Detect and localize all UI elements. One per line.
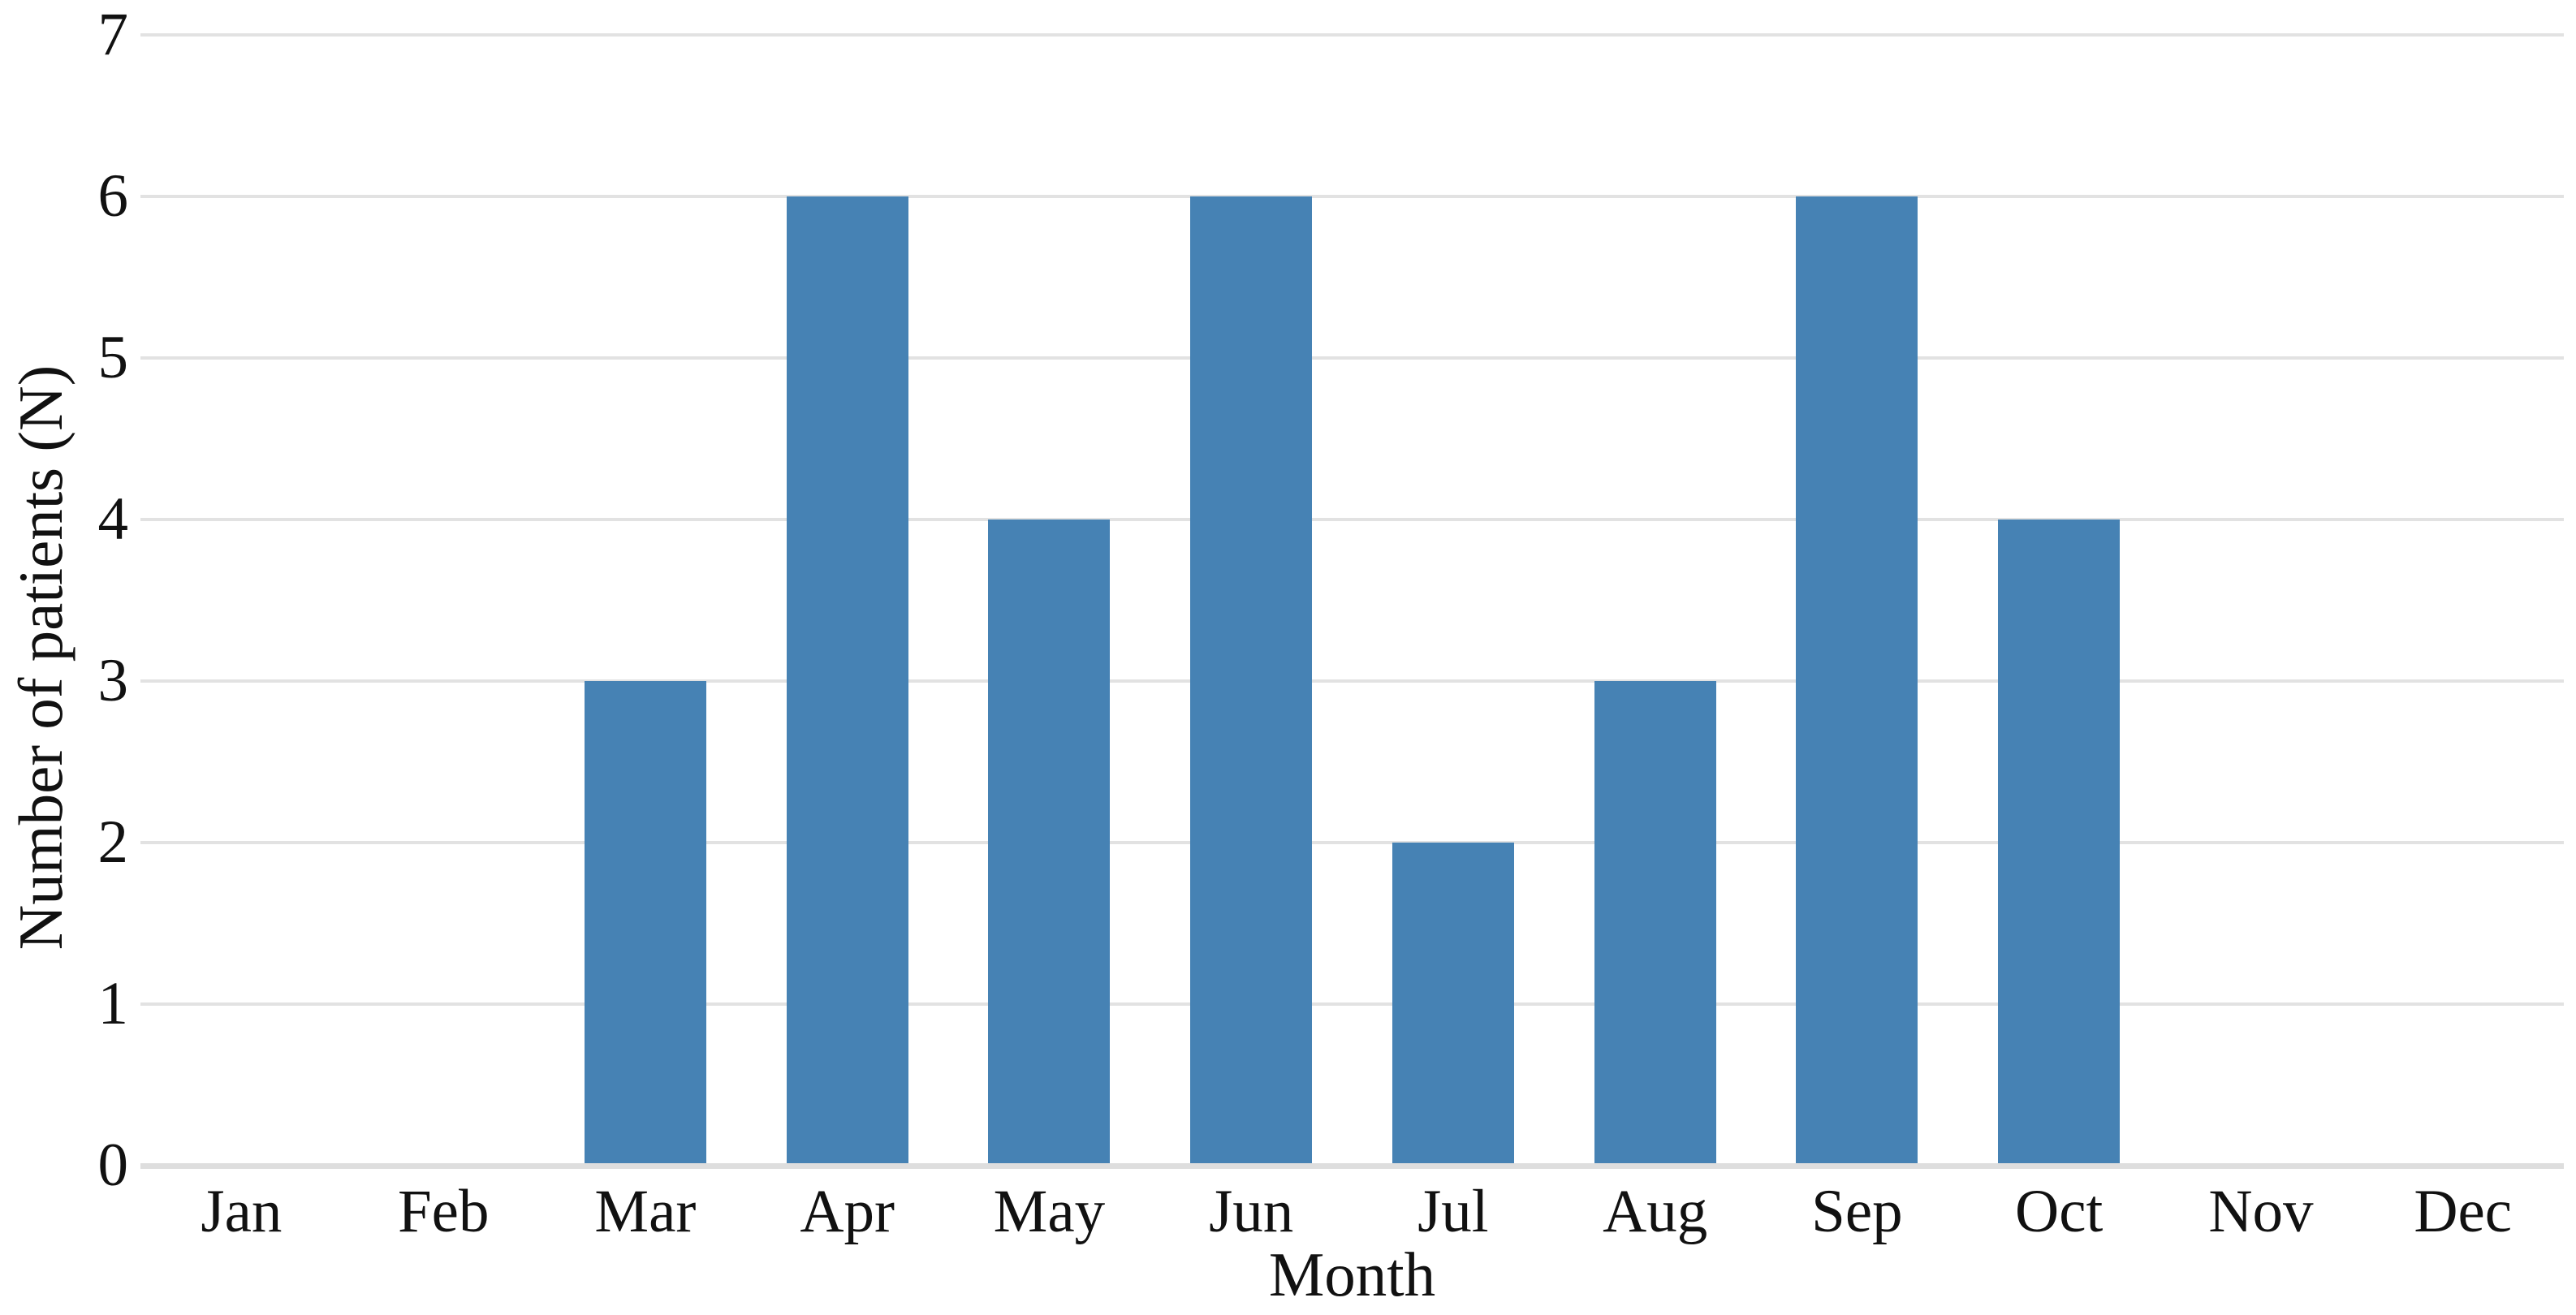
bar-jul xyxy=(1392,843,1514,1166)
x-tick-label-nov: Nov xyxy=(2208,1178,2314,1245)
x-tick-label-apr: Apr xyxy=(800,1178,895,1245)
x-tick-label-jan: Jan xyxy=(201,1178,283,1245)
y-tick-label-2: 2 xyxy=(97,808,129,876)
x-tick-label-aug: Aug xyxy=(1603,1178,1708,1245)
x-tick-label-may: May xyxy=(993,1178,1106,1245)
bar-aug xyxy=(1594,681,1716,1166)
bar-jun xyxy=(1190,196,1313,1166)
x-tick-label-feb: Feb xyxy=(397,1178,490,1245)
gridline-y4 xyxy=(140,518,2564,521)
x-tick-label-dec: Dec xyxy=(2414,1178,2513,1245)
x-tick-label-jul: Jul xyxy=(1417,1178,1489,1245)
bar-sep xyxy=(1796,196,1918,1166)
bar-apr xyxy=(786,196,908,1166)
x-axis-baseline xyxy=(140,1163,2564,1169)
gridline-y6 xyxy=(140,195,2564,198)
bar-may xyxy=(988,520,1111,1166)
y-tick-label-0: 0 xyxy=(97,1132,129,1199)
bar-mar xyxy=(584,681,706,1166)
y-tick-label-6: 6 xyxy=(97,162,129,230)
x-tick-label-mar: Mar xyxy=(594,1178,697,1245)
gridline-y3 xyxy=(140,679,2564,683)
gridline-y7 xyxy=(140,33,2564,37)
x-tick-label-jun: Jun xyxy=(1209,1178,1294,1245)
x-axis-title: Month xyxy=(1268,1240,1436,1309)
y-tick-label-1: 1 xyxy=(97,970,129,1037)
gridline-y1 xyxy=(140,1002,2564,1006)
y-tick-label-7: 7 xyxy=(97,1,129,68)
gridline-y5 xyxy=(140,356,2564,360)
x-tick-label-oct: Oct xyxy=(2015,1178,2104,1245)
y-tick-label-4: 4 xyxy=(97,485,129,553)
x-tick-label-sep: Sep xyxy=(1811,1178,1903,1245)
y-tick-label-3: 3 xyxy=(97,647,129,714)
y-tick-label-5: 5 xyxy=(97,324,129,391)
gridline-y2 xyxy=(140,841,2564,844)
bar-oct xyxy=(1998,520,2121,1166)
